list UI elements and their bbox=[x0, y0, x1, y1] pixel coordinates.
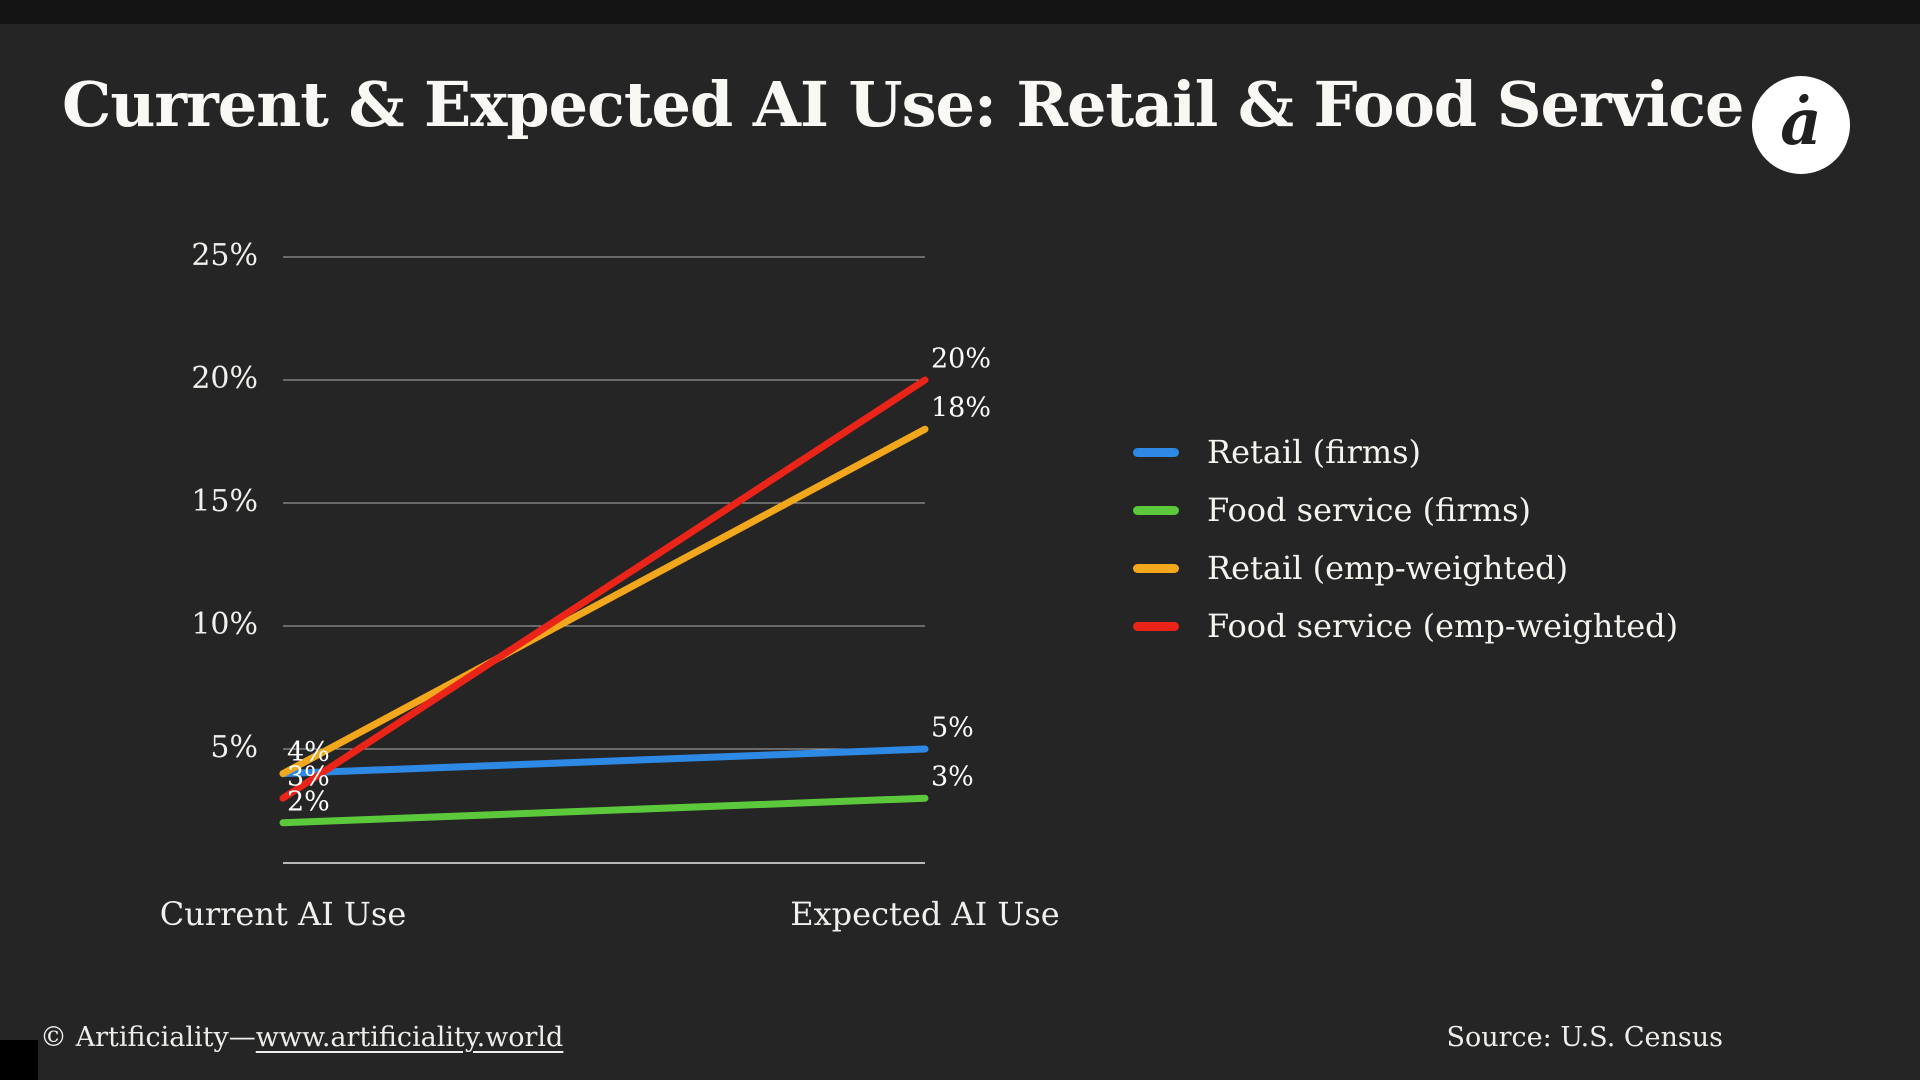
legend-swatch-icon bbox=[1133, 563, 1179, 573]
top-strip bbox=[0, 0, 1920, 24]
legend-swatch-icon bbox=[1133, 621, 1179, 631]
legend-label: Retail (firms) bbox=[1207, 433, 1421, 471]
website-link[interactable]: www.artificiality.world bbox=[255, 1022, 564, 1053]
series-line-2 bbox=[279, 425, 929, 778]
artificiality-logo: ȧ bbox=[1752, 76, 1850, 174]
x-axis-label-1: Expected AI Use bbox=[790, 895, 1059, 933]
value-label-right: 18% bbox=[931, 393, 991, 424]
x-axis-label-0: Current AI Use bbox=[160, 895, 407, 933]
legend-item-1: Food service (firms) bbox=[1133, 490, 1678, 530]
y-tick-label: 20% bbox=[191, 361, 258, 396]
legend-swatch-icon bbox=[1133, 505, 1179, 515]
source-note: Source: U.S. Census bbox=[1446, 1022, 1723, 1053]
logo-a-icon: ȧ bbox=[1780, 85, 1822, 160]
legend-label: Retail (emp-weighted) bbox=[1207, 549, 1569, 587]
value-label-left: 4% bbox=[287, 737, 330, 768]
page-title: Current & Expected AI Use: Retail & Food… bbox=[62, 68, 1744, 141]
value-label-right: 3% bbox=[931, 762, 974, 793]
copyright-text: © Artificiality— bbox=[40, 1022, 256, 1053]
value-label-right: 20% bbox=[931, 344, 991, 375]
legend-label: Food service (emp-weighted) bbox=[1207, 607, 1679, 645]
series-line-3 bbox=[279, 376, 929, 802]
value-label-left: 3% bbox=[287, 762, 330, 793]
copyright: © Artificiality—www.artificiality.world bbox=[40, 1022, 563, 1053]
value-label-right: 5% bbox=[931, 713, 974, 744]
value-label-left: 2% bbox=[287, 786, 330, 817]
legend-swatch-icon bbox=[1133, 447, 1179, 457]
y-tick-label: 15% bbox=[191, 484, 258, 519]
y-tick-label: 5% bbox=[210, 730, 258, 765]
series-line-1 bbox=[279, 794, 929, 827]
corner-square bbox=[0, 1040, 38, 1080]
series-line-0 bbox=[279, 745, 929, 778]
y-tick-label: 10% bbox=[191, 607, 258, 642]
legend-item-3: Food service (emp-weighted) bbox=[1133, 606, 1678, 646]
chart-legend: Retail (firms) Food service (firms) Retail… bbox=[1133, 432, 1678, 664]
legend-label: Food service (firms) bbox=[1207, 491, 1532, 529]
legend-item-0: Retail (firms) bbox=[1133, 432, 1678, 472]
y-tick-label: 25% bbox=[191, 238, 258, 273]
legend-item-2: Retail (emp-weighted) bbox=[1133, 548, 1678, 588]
